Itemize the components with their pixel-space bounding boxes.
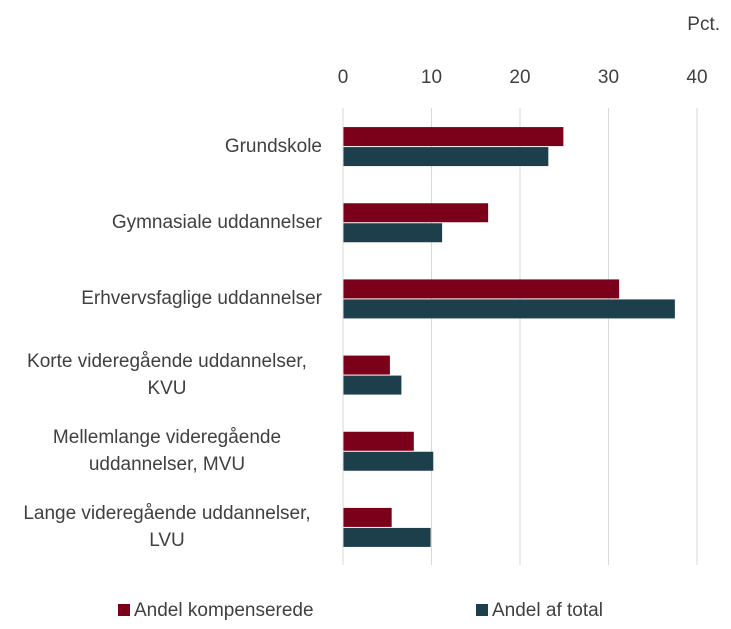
bar — [343, 431, 414, 451]
bar — [343, 507, 392, 527]
bar — [343, 279, 620, 299]
bar — [343, 527, 431, 547]
category-label-box: Erhvervsfaglige uddannelser — [12, 268, 322, 328]
bar — [343, 355, 390, 375]
legend-label: Andel af total — [492, 600, 603, 621]
legend-swatch — [118, 604, 130, 616]
bar — [343, 299, 675, 319]
x-tick-label: 10 — [421, 67, 442, 88]
category-label-box: Mellemlange videregående uddannelser, MV… — [12, 421, 322, 481]
bar — [343, 127, 564, 147]
category-label-box: Lange videregående uddannelser, LVU — [12, 497, 322, 557]
legend-swatch — [476, 604, 488, 616]
y-tick-label: Lange videregående uddannelser, LVU — [23, 502, 311, 551]
bar — [343, 223, 443, 243]
y-tick-label: Grundskole — [224, 135, 322, 157]
y-tick-label: Korte videregående uddannelser, KVU — [27, 350, 307, 399]
x-tick-label: 0 — [338, 67, 349, 88]
legend-label: Andel kompenserede — [134, 600, 314, 621]
bar — [343, 375, 402, 395]
bar — [343, 451, 434, 471]
x-tick-label: 40 — [686, 67, 707, 88]
category-label-box: Gymnasiale uddannelser — [12, 192, 322, 252]
bar — [343, 203, 489, 223]
y-tick-label: Mellemlange videregående uddannelser, MV… — [52, 426, 282, 475]
x-tick-label: 30 — [598, 67, 619, 88]
y-tick-label: Erhvervsfaglige uddannelser — [81, 287, 322, 309]
bar — [343, 147, 549, 167]
y-tick-label: Gymnasiale uddannelser — [111, 211, 322, 233]
category-label-box: Korte videregående uddannelser, KVU — [12, 345, 322, 405]
x-tick-label: 20 — [509, 67, 530, 88]
unit-label: Pct. — [687, 14, 720, 35]
category-label-box: Grundskole — [12, 116, 322, 176]
